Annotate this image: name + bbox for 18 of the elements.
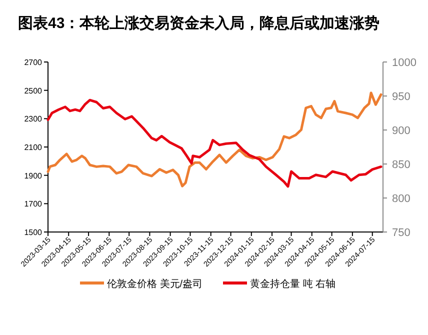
y-tick-label: 1700 (24, 200, 43, 209)
y2-tick-label: 950 (392, 91, 410, 103)
y-tick-label: 2500 (24, 86, 43, 96)
y-tick-label: 2100 (24, 143, 43, 152)
y-tick-label: 2300 (24, 114, 43, 124)
y-tick-label: 1500 (24, 228, 43, 237)
y2-tick-label: 750 (392, 227, 410, 239)
legend-item: 伦敦金价格 美元/盎司 (80, 279, 203, 290)
y2-tick-label: 800 (392, 193, 410, 205)
y2-tick-label: 900 (392, 125, 410, 137)
legend-item: 黄金持仓量 吨 右轴 (223, 279, 336, 290)
legend-label: 伦敦金价格 美元/盎司 (107, 278, 203, 290)
title: 图表43：本轮上涨交易资金未入局，降息后或加速涨势 (18, 15, 380, 32)
legend-label: 黄金持仓量 吨 右轴 (250, 278, 336, 290)
y2-tick-label: 1000 (392, 57, 416, 69)
y2-tick-label: 850 (392, 159, 410, 171)
y-tick-label: 1900 (24, 171, 43, 180)
y-tick-label: 2700 (24, 58, 43, 67)
